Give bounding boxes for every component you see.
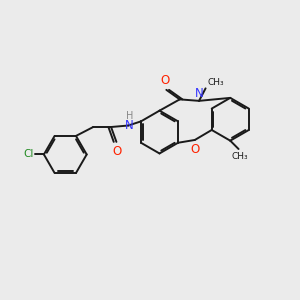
Text: Cl: Cl xyxy=(24,149,34,160)
Text: N: N xyxy=(195,87,203,100)
Text: CH₃: CH₃ xyxy=(207,78,224,87)
Text: O: O xyxy=(160,74,170,87)
Text: O: O xyxy=(113,146,122,158)
Text: O: O xyxy=(190,143,200,156)
Text: H: H xyxy=(125,111,133,122)
Text: CH₃: CH₃ xyxy=(231,152,248,161)
Text: N: N xyxy=(125,119,134,132)
